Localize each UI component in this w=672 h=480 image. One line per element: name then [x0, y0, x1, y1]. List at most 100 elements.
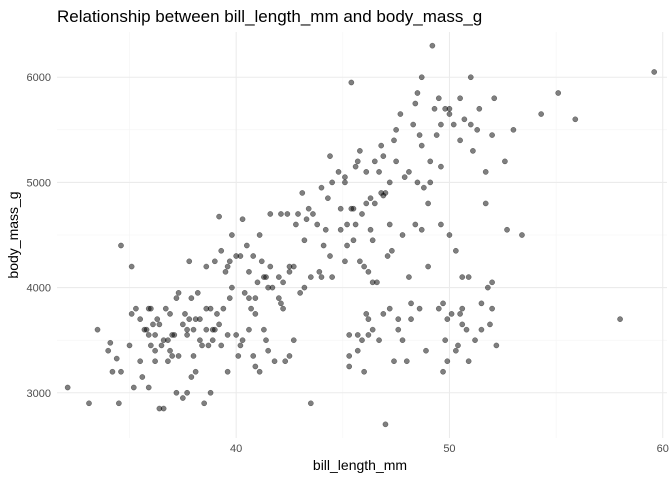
data-point	[504, 226, 510, 233]
data-point	[337, 205, 344, 212]
data-point	[325, 195, 331, 202]
data-point	[297, 289, 303, 296]
data-point	[169, 332, 176, 338]
x-axis-title: bill_length_mm	[313, 457, 407, 473]
data-point	[410, 121, 417, 128]
data-point	[365, 316, 372, 322]
data-point	[378, 190, 385, 196]
data-point	[137, 316, 144, 322]
data-point	[408, 300, 414, 307]
data-point	[438, 221, 444, 228]
data-point	[440, 300, 446, 307]
data-point	[156, 321, 163, 328]
data-point	[250, 353, 257, 359]
data-point	[348, 79, 355, 86]
data-point	[278, 300, 284, 307]
data-point	[378, 142, 385, 149]
data-point	[367, 195, 374, 202]
data-point	[457, 137, 463, 144]
data-point	[258, 258, 265, 265]
data-point	[307, 400, 314, 407]
data-point	[369, 237, 376, 244]
data-point	[94, 326, 101, 333]
data-point	[350, 237, 357, 244]
data-point	[301, 284, 308, 291]
data-point	[463, 326, 470, 333]
data-point	[220, 305, 227, 312]
data-point	[269, 284, 276, 291]
data-point	[459, 321, 466, 328]
data-point	[361, 368, 367, 375]
data-point	[354, 347, 361, 354]
data-point	[152, 358, 158, 365]
data-point	[263, 337, 269, 344]
data-point	[154, 316, 161, 322]
data-point	[160, 405, 167, 412]
data-point	[446, 232, 453, 238]
x-tick-label: 40	[230, 443, 242, 455]
data-point	[572, 116, 579, 123]
data-point	[442, 337, 449, 344]
data-point	[246, 268, 252, 275]
data-point	[211, 326, 218, 333]
data-point	[314, 221, 321, 228]
data-point	[280, 305, 286, 312]
data-point	[423, 347, 429, 354]
data-point	[261, 326, 267, 333]
data-point	[421, 184, 427, 191]
data-point	[346, 353, 353, 359]
data-point	[118, 242, 124, 249]
data-point	[386, 179, 393, 186]
data-point	[391, 137, 397, 144]
data-point	[175, 289, 182, 296]
data-point	[363, 169, 370, 175]
data-point	[380, 311, 387, 317]
data-point	[152, 347, 158, 354]
data-point	[367, 226, 374, 233]
data-point	[440, 368, 446, 375]
data-point	[412, 100, 419, 107]
data-point	[467, 121, 474, 128]
data-point	[418, 142, 425, 149]
data-point	[237, 342, 244, 349]
data-point	[444, 316, 451, 322]
data-point	[207, 305, 214, 312]
data-point	[280, 279, 286, 286]
chart-title: Relationship between bill_length_mm and …	[57, 7, 482, 26]
data-point	[235, 353, 242, 359]
data-point	[406, 169, 412, 175]
data-point	[158, 342, 165, 349]
data-point	[286, 353, 293, 359]
data-point	[357, 148, 363, 154]
data-point	[203, 263, 210, 270]
data-point	[427, 158, 434, 165]
data-point	[267, 211, 274, 217]
data-point	[133, 305, 139, 312]
data-point	[295, 211, 301, 217]
data-point	[252, 363, 259, 370]
data-point	[376, 337, 382, 344]
data-point	[64, 384, 71, 391]
data-point	[237, 253, 244, 259]
data-point	[222, 268, 229, 275]
data-point	[363, 200, 370, 207]
data-point	[209, 337, 216, 344]
data-point	[446, 105, 453, 112]
data-point	[446, 111, 453, 117]
data-point	[478, 300, 485, 307]
data-point	[329, 179, 335, 186]
data-point	[346, 363, 353, 370]
data-point	[173, 389, 180, 396]
data-point	[267, 263, 274, 270]
data-point	[357, 258, 363, 265]
data-point	[179, 395, 186, 401]
data-point	[369, 326, 376, 333]
x-tick-label: 60	[657, 443, 669, 455]
x-tick-label: 50	[443, 443, 455, 455]
data-point	[186, 316, 193, 322]
data-point	[169, 353, 176, 359]
data-point	[175, 353, 182, 359]
data-point	[145, 384, 152, 391]
data-point	[248, 305, 254, 312]
data-point	[416, 305, 423, 312]
